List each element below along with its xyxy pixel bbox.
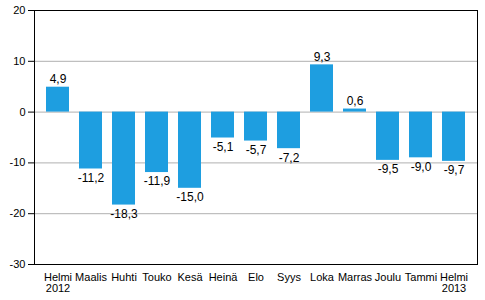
svg-text:9,3: 9,3 xyxy=(314,50,331,64)
svg-text:-9,5: -9,5 xyxy=(378,162,399,176)
svg-text:Marras: Marras xyxy=(338,271,373,283)
svg-text:Helmi2013: Helmi2013 xyxy=(440,271,468,294)
svg-text:20: 20 xyxy=(13,4,25,16)
svg-text:4,9: 4,9 xyxy=(50,72,67,86)
svg-text:0: 0 xyxy=(19,106,25,118)
svg-text:-18,3: -18,3 xyxy=(110,207,138,221)
svg-text:-15,0: -15,0 xyxy=(176,190,204,204)
svg-text:-9,7: -9,7 xyxy=(444,163,465,177)
svg-text:10: 10 xyxy=(13,55,25,67)
svg-text:-11,9: -11,9 xyxy=(144,174,171,188)
svg-text:-20: -20 xyxy=(10,207,26,219)
svg-text:-5,7: -5,7 xyxy=(246,143,267,157)
svg-text:Huhti: Huhti xyxy=(111,271,137,283)
svg-text:Syys: Syys xyxy=(277,271,301,283)
svg-text:Joulu: Joulu xyxy=(375,271,401,283)
svg-text:Touko: Touko xyxy=(142,271,171,283)
svg-text:Tammi: Tammi xyxy=(405,271,437,283)
svg-text:0,6: 0,6 xyxy=(347,94,364,108)
svg-text:Elo: Elo xyxy=(248,271,264,283)
svg-text:-5,1: -5,1 xyxy=(213,140,234,154)
svg-text:Heinä: Heinä xyxy=(209,271,239,283)
svg-text:-10: -10 xyxy=(10,156,26,168)
svg-text:-9,0: -9,0 xyxy=(411,160,432,174)
svg-text:-11,2: -11,2 xyxy=(78,171,105,185)
svg-text:Kesä: Kesä xyxy=(177,271,203,283)
svg-text:-7,2: -7,2 xyxy=(279,151,300,165)
svg-text:-30: -30 xyxy=(10,258,26,270)
svg-text:Loka: Loka xyxy=(310,271,335,283)
svg-text:Maalis: Maalis xyxy=(75,271,107,283)
svg-text:Helmi2012: Helmi2012 xyxy=(44,271,72,294)
